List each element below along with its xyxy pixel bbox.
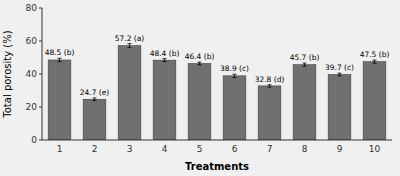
- axes: 0 20 40 60 80 1 2 3 4 5 6 7 8 9 10: [26, 3, 392, 154]
- error-cap: [233, 77, 237, 78]
- bar: [188, 63, 211, 140]
- error-cap: [58, 58, 62, 59]
- y-axis-label: Total porosity (%): [2, 30, 13, 118]
- error-cap: [93, 100, 97, 101]
- error-stem: [164, 59, 165, 62]
- data-label: 48.4 (b): [150, 49, 180, 58]
- y-tick-label: 80: [26, 3, 38, 13]
- data-label: 32.8 (d): [255, 75, 285, 84]
- error-bar: [128, 44, 132, 48]
- data-label: 24.7 (e): [80, 88, 110, 97]
- bar: [363, 62, 386, 140]
- error-cap: [268, 87, 272, 88]
- error-bar: [198, 62, 202, 65]
- error-bar: [233, 74, 237, 77]
- x-tick-label: 4: [162, 144, 168, 154]
- error-bar: [93, 98, 97, 101]
- error-cap: [373, 60, 377, 61]
- bar: [153, 60, 176, 140]
- y-tick: [39, 41, 42, 42]
- data-label: 48.5 (b): [45, 48, 75, 57]
- error-cap: [338, 75, 342, 76]
- data-label: 45.7 (b): [290, 53, 320, 62]
- error-cap: [163, 61, 167, 62]
- error-cap: [163, 58, 167, 59]
- error-cap: [233, 74, 237, 75]
- error-cap: [198, 62, 202, 63]
- error-cap: [128, 47, 132, 48]
- data-label: 47.5 (b): [360, 50, 390, 59]
- x-tick-label: 3: [127, 144, 133, 154]
- x-tick-label: 8: [302, 144, 308, 154]
- data-labels: 48.5 (b) 24.7 (e) 57.2 (a) 48.4 (b) 46.4 (b)…: [45, 34, 390, 97]
- error-bar: [58, 58, 62, 61]
- x-tick-label: 1: [57, 144, 63, 154]
- error-cap: [58, 61, 62, 62]
- y-tick: [39, 74, 42, 75]
- y-tick-label: 60: [26, 36, 38, 46]
- y-tick-label: 0: [31, 135, 37, 145]
- bar: [48, 60, 71, 140]
- data-label: 38.9 (c): [220, 64, 249, 73]
- error-bar: [163, 59, 167, 62]
- x-tick-label: 7: [267, 144, 273, 154]
- bar: [258, 86, 281, 140]
- y-tick: [39, 140, 42, 141]
- error-bars: [58, 44, 377, 101]
- bars: [48, 46, 386, 140]
- error-stem: [374, 60, 375, 63]
- error-cap: [303, 66, 307, 67]
- bar: [223, 76, 246, 140]
- error-stem: [59, 58, 60, 61]
- data-label: 57.2 (a): [115, 34, 145, 43]
- error-cap: [303, 63, 307, 64]
- y-tick-label: 40: [26, 69, 38, 79]
- error-cap: [373, 63, 377, 64]
- bar: [293, 65, 316, 140]
- error-bar: [303, 63, 307, 66]
- data-label: 39.7 (c): [325, 63, 354, 72]
- error-bar: [373, 60, 377, 63]
- x-axis-line: [42, 140, 392, 141]
- error-cap: [128, 43, 132, 44]
- error-cap: [93, 97, 97, 98]
- chart-svg: 48.5 (b) 24.7 (e) 57.2 (a) 48.4 (b) 46.4 (b)…: [0, 0, 400, 176]
- x-tick-label: 6: [232, 144, 238, 154]
- error-bar: [338, 73, 342, 76]
- x-axis-label: Treatments: [185, 161, 249, 172]
- error-stem: [234, 74, 235, 77]
- error-cap: [268, 84, 272, 85]
- x-tick-label: 5: [197, 144, 203, 154]
- error-stem: [304, 63, 305, 66]
- error-cap: [338, 73, 342, 74]
- x-tick-label: 9: [337, 144, 343, 154]
- bar: [328, 74, 351, 140]
- x-tick-label: 2: [92, 144, 98, 154]
- bar: [118, 46, 141, 140]
- error-bar: [268, 85, 272, 87]
- y-tick: [39, 107, 42, 108]
- error-stem: [129, 44, 130, 48]
- x-tick-label: 10: [369, 144, 381, 154]
- y-tick: [39, 8, 42, 9]
- y-tick-label: 20: [26, 102, 38, 112]
- chart-container: 48.5 (b) 24.7 (e) 57.2 (a) 48.4 (b) 46.4 (b)…: [0, 0, 400, 176]
- error-cap: [198, 64, 202, 65]
- data-label: 46.4 (b): [185, 52, 215, 61]
- bar: [83, 99, 106, 140]
